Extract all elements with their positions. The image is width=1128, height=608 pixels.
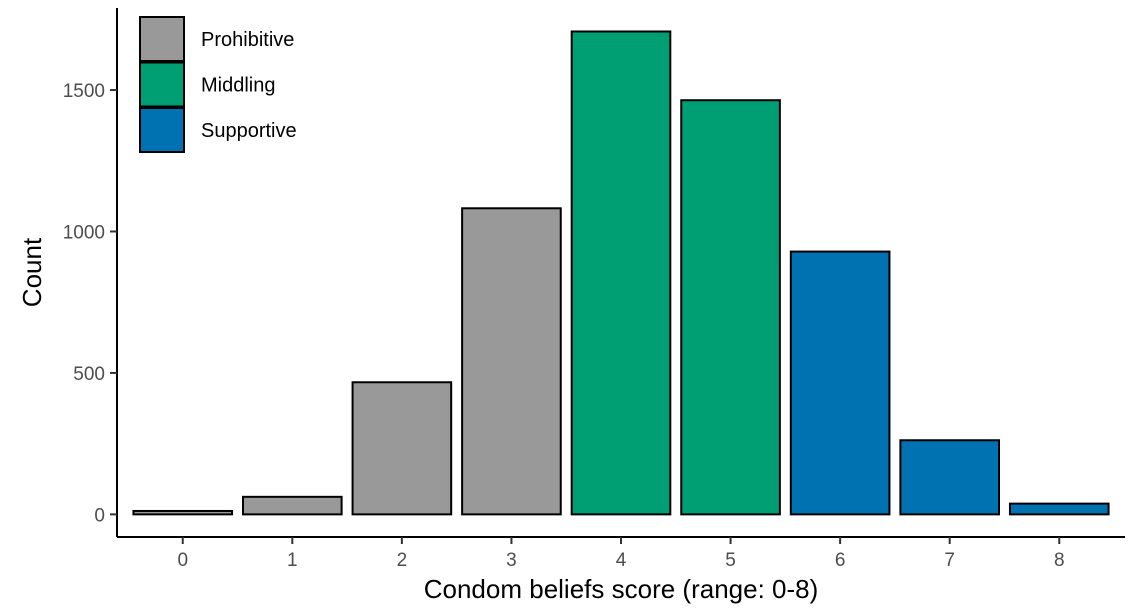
- legend-label-supportive: Supportive: [201, 120, 297, 142]
- legend-key-supportive: [139, 107, 185, 153]
- x-tick-label: 3: [506, 550, 517, 571]
- x-tick-label: 7: [944, 550, 955, 571]
- legend-key-prohibitive: [139, 16, 185, 62]
- bars-group: [132, 30, 1110, 516]
- bar-1: [242, 495, 343, 516]
- x-tick-label: 5: [725, 550, 736, 571]
- x-tick-label: 2: [397, 550, 408, 571]
- x-axis-ticks: 0 1 2 3 4 5 6 7 8: [177, 537, 1065, 571]
- y-tick-label: 1500: [63, 81, 105, 102]
- bar-2: [351, 381, 453, 516]
- x-tick-label: 0: [177, 550, 188, 571]
- legend-label-prohibitive: Prohibitive: [201, 29, 294, 51]
- y-tick-label: 0: [94, 505, 105, 526]
- bar-0: [132, 509, 234, 516]
- x-tick-label: 8: [1054, 550, 1065, 571]
- bar-7: [899, 439, 1000, 516]
- x-tick-label: 4: [616, 550, 627, 571]
- legend-key-middling: [139, 61, 185, 108]
- x-axis-title: Condom beliefs score (range: 0-8): [424, 574, 819, 604]
- bar-3: [461, 207, 562, 516]
- legend: Prohibitive Middling Supportive: [139, 16, 297, 153]
- y-tick-label: 500: [73, 364, 105, 385]
- bar-4: [570, 30, 672, 516]
- y-tick-label: 1000: [63, 222, 105, 243]
- bar-5: [680, 99, 781, 516]
- legend-label-middling: Middling: [201, 75, 275, 97]
- bar-8: [1008, 502, 1110, 516]
- x-tick-label: 1: [287, 550, 298, 571]
- y-axis-ticks: 0 500 1000 1500: [63, 81, 117, 526]
- y-axis-title: Count: [17, 237, 47, 307]
- x-tick-label: 6: [835, 550, 846, 571]
- bar-6: [789, 250, 891, 516]
